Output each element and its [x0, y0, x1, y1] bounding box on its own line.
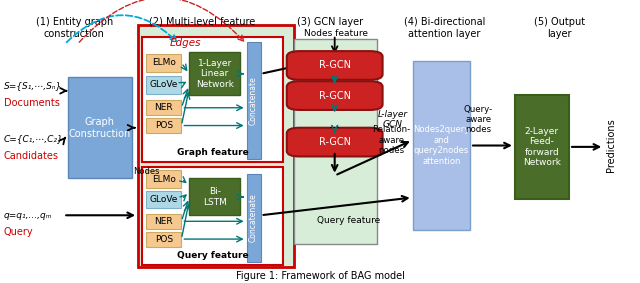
Text: (1) Entity graph
construction: (1) Entity graph construction [35, 17, 113, 38]
FancyBboxPatch shape [147, 170, 181, 188]
FancyBboxPatch shape [246, 42, 260, 159]
Text: ELMo: ELMo [152, 58, 176, 67]
Text: 2-Layer
Feed-
forward
Network: 2-Layer Feed- forward Network [523, 127, 561, 167]
Text: Relation-
aware
nodes: Relation- aware nodes [372, 125, 411, 155]
Text: NER: NER [154, 103, 173, 112]
Text: Query feature: Query feature [317, 216, 380, 225]
FancyBboxPatch shape [147, 76, 181, 93]
FancyBboxPatch shape [143, 168, 283, 265]
Text: Nodes2query
and
query2nodes
attention: Nodes2query and query2nodes attention [413, 125, 470, 166]
FancyBboxPatch shape [147, 191, 181, 209]
Text: Graph
Construction: Graph Construction [68, 117, 131, 139]
FancyBboxPatch shape [147, 118, 181, 133]
FancyBboxPatch shape [147, 100, 181, 115]
Text: R-GCN: R-GCN [319, 91, 351, 100]
Text: POS: POS [155, 121, 173, 130]
Text: (5) Output
layer: (5) Output layer [534, 17, 585, 38]
Text: R-GCN: R-GCN [319, 137, 351, 147]
Text: Documents: Documents [4, 98, 60, 108]
Text: Figure 1: Framework of BAG model: Figure 1: Framework of BAG model [236, 271, 404, 281]
Text: Candidates: Candidates [4, 151, 59, 162]
FancyBboxPatch shape [287, 81, 383, 110]
Text: C={C₁,⋯,C₂}: C={C₁,⋯,C₂} [4, 134, 63, 143]
FancyBboxPatch shape [68, 77, 132, 178]
Text: (3) GCN layer: (3) GCN layer [296, 17, 363, 27]
Text: ELMo: ELMo [152, 175, 176, 184]
FancyBboxPatch shape [138, 25, 294, 267]
Text: S={S₁,⋯,Sₙ}: S={S₁,⋯,Sₙ} [4, 81, 62, 90]
Text: Query feature: Query feature [177, 251, 248, 260]
Text: Query: Query [4, 227, 33, 237]
Text: q=q₁,...,qₘ: q=q₁,...,qₘ [4, 211, 52, 220]
Text: Nodes: Nodes [134, 167, 160, 176]
Text: Predictions: Predictions [605, 119, 616, 172]
Text: GLoVe: GLoVe [150, 80, 178, 89]
Text: Nodes feature: Nodes feature [304, 29, 368, 38]
Text: 1-Layer
Linear
Network: 1-Layer Linear Network [196, 59, 234, 89]
FancyBboxPatch shape [147, 232, 181, 247]
FancyBboxPatch shape [246, 174, 260, 262]
FancyBboxPatch shape [147, 214, 181, 229]
Text: (4) Bi-directional
attention layer: (4) Bi-directional attention layer [404, 17, 485, 38]
FancyBboxPatch shape [287, 128, 383, 156]
Text: ...: ... [329, 119, 340, 132]
Text: L-layer
GCN: L-layer GCN [378, 110, 408, 129]
FancyBboxPatch shape [143, 37, 283, 162]
Text: POS: POS [155, 235, 173, 244]
Text: Edges: Edges [170, 38, 202, 48]
FancyBboxPatch shape [413, 61, 470, 230]
Text: R-GCN: R-GCN [319, 61, 351, 70]
FancyBboxPatch shape [189, 52, 240, 95]
Text: GLoVe: GLoVe [150, 195, 178, 204]
FancyBboxPatch shape [287, 51, 383, 80]
Text: NER: NER [154, 217, 173, 226]
Text: Concatenate: Concatenate [249, 76, 258, 125]
Text: (2) Multi-level feature: (2) Multi-level feature [148, 17, 255, 27]
Text: Bi-
LSTM: Bi- LSTM [203, 187, 227, 207]
FancyBboxPatch shape [515, 95, 569, 199]
FancyBboxPatch shape [189, 178, 240, 215]
FancyBboxPatch shape [294, 39, 378, 244]
Text: Graph feature: Graph feature [177, 148, 248, 157]
Text: Query-
aware
nodes: Query- aware nodes [464, 105, 493, 134]
FancyBboxPatch shape [147, 54, 181, 72]
Text: Concatenate: Concatenate [249, 194, 258, 242]
